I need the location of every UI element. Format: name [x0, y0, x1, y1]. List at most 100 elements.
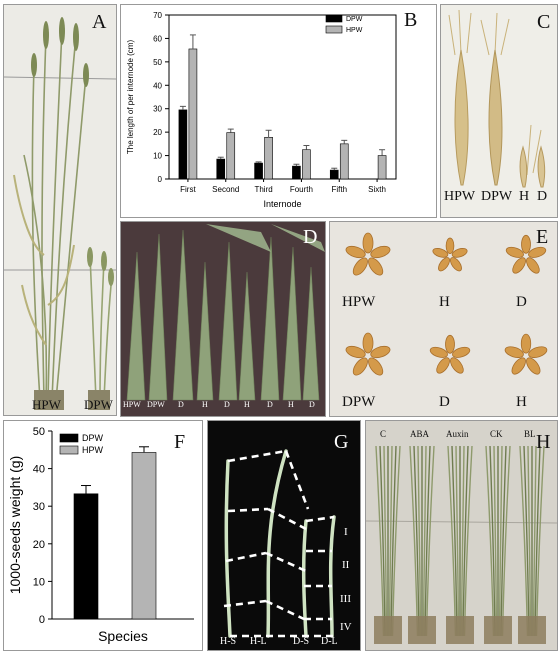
seed-4-0 [445, 334, 455, 354]
seed-3-4 [345, 345, 366, 359]
panel-d-label-4: H [202, 400, 208, 409]
chart-b-legend-label-dpw: DPW [346, 16, 363, 23]
seed-4-2 [450, 357, 464, 374]
chart-f-ytick-label-4: 40 [33, 464, 45, 476]
seed-1-0 [445, 237, 455, 255]
internode-length-chart: 0 10 20 30 40 50 60 70 First Second Third Fourth Fif… [126, 11, 397, 209]
panel-e-seeds-drawing [330, 222, 557, 416]
chart-b-ytick-label-6: 60 [153, 34, 162, 43]
panel-a-photo: A HPW DPW [3, 4, 117, 416]
hormone-plant-roots-0 [374, 616, 402, 644]
chart-b-plot-frame [168, 14, 397, 180]
panel-d-leaves-drawing [121, 222, 325, 416]
chart-b-ytick-label-2: 20 [153, 128, 162, 137]
seed-5-1 [528, 346, 548, 358]
seed-0-0 [362, 232, 374, 254]
panel-h-label-aba: ABA [410, 429, 430, 439]
chart-b-bar-hpw-3 [302, 149, 311, 180]
panel-e-photo: E HPW H D DPW D H [329, 221, 558, 417]
panel-c-spikes-drawing [441, 5, 557, 217]
chart-f-bar-hpw [131, 452, 157, 620]
seed-0-3 [352, 257, 368, 276]
seed-1-2 [449, 257, 462, 272]
panel-c-letter: C [537, 11, 551, 33]
chart-b-category-2: Third [254, 185, 272, 194]
panel-b-letter: B [404, 9, 418, 31]
panel-h-letter: H [536, 431, 551, 453]
chart-b-category-4: Fifth [331, 185, 347, 194]
chart-f-ytick-label-2: 20 [33, 539, 45, 551]
panel-g-row-iv: IV [340, 621, 352, 633]
seed-2-0 [521, 234, 531, 254]
chart-f-legend-label-hpw: HPW [82, 445, 104, 455]
panel-d-label-2: DPW [147, 400, 165, 409]
hormone-plant-roots-1 [408, 616, 436, 644]
chart-b-bar-hpw-5 [377, 155, 387, 180]
hormone-plant-roots-3 [484, 616, 512, 644]
chart-b-legend-label-hpw: HPW [346, 27, 363, 34]
hormone-plant-roots-4 [518, 616, 546, 644]
chart-b-ytick-label-7: 70 [153, 11, 162, 20]
panel-d-label-5: D [224, 400, 230, 409]
panel-e-label-h-bottom: H [516, 394, 527, 410]
chart-b-ylabel: The length of per internode (cm) [126, 40, 135, 155]
chart-b-ytick-label-4: 40 [153, 81, 162, 90]
seed-3-0 [362, 332, 374, 354]
panel-h-photo: H C ABA Auxin CK BL [365, 420, 558, 651]
panel-b-chart: 0 10 20 30 40 50 60 70 First Second Third Fourth Fif… [120, 4, 437, 218]
panel-d-label-8: H [288, 400, 294, 409]
hormone-plant-2 [447, 445, 473, 637]
seed-5-2 [526, 357, 541, 375]
panel-e-label-d-top: D [516, 294, 527, 310]
panel-g-row-iii: III [340, 593, 351, 605]
panel-d-letter: D [303, 226, 318, 248]
panel-g-row-ii: II [342, 559, 350, 571]
seed-3-3 [352, 357, 368, 376]
panel-d-label-1: HPW [123, 400, 141, 409]
seed-1-3 [438, 257, 451, 272]
seed-2-1 [528, 246, 547, 258]
seed-weight-chart: 0 10 20 30 40 50 Species 1000-seeds weight (g) D… [7, 426, 194, 644]
chart-f-bar-dpw [73, 493, 99, 620]
chart-b-ytick-label-5: 50 [153, 58, 162, 67]
panel-a-label-dpw: DPW [84, 397, 113, 412]
chart-b-ytick-label-3: 30 [153, 105, 162, 114]
panel-e-label-h-top: H [439, 294, 450, 310]
seed-5-0 [520, 333, 532, 354]
seed-0-4 [345, 245, 366, 259]
chart-f-ytick-label-5: 50 [33, 426, 45, 438]
panel-a-letter: A [92, 11, 107, 33]
hormone-plant-0 [375, 445, 401, 637]
seed-2-3 [512, 257, 526, 274]
panel-g-row-i: I [344, 526, 348, 538]
panel-c-label-hpw: HPW [444, 189, 476, 204]
chart-b-bar-dpw-1 [216, 158, 226, 180]
hormone-plant-4 [519, 445, 545, 637]
seed-0-1 [370, 245, 391, 259]
chart-f-ylabel: 1000-seeds weight (g) [7, 456, 23, 595]
panel-e-label-dpw: DPW [342, 394, 376, 410]
panel-h-label-bl: BL [524, 429, 536, 439]
chart-b-bar-hpw-1 [226, 132, 236, 180]
panel-h-label-ck: CK [490, 429, 503, 439]
chart-b-bar-dpw-2 [254, 162, 263, 180]
panel-g-label-hs: H-S [220, 636, 237, 647]
panel-d-label-6: H [244, 400, 250, 409]
seed-2-4 [505, 246, 524, 258]
seed-1-1 [451, 248, 468, 258]
chart-f-xlabel: Species [98, 628, 148, 644]
seed-5-4 [504, 346, 524, 358]
chart-f-ytick-label-3: 30 [33, 501, 45, 513]
panel-d-photo: D HPW DPW D H D H D H D [120, 221, 326, 417]
panel-g-photo: G I II III IV H-S H-L D-S D-L [207, 420, 361, 651]
chart-b-ytick-label-1: 10 [153, 152, 162, 161]
panel-e-letter: E [536, 226, 549, 248]
panel-f-letter: F [174, 431, 186, 453]
hormone-plant-3 [485, 445, 511, 637]
seed-0-2 [368, 257, 384, 276]
hormone-plant-1 [409, 445, 435, 637]
panel-e-label-hpw: HPW [342, 294, 376, 310]
seed-1-4 [432, 248, 449, 258]
seed-4-4 [429, 346, 448, 358]
panel-g-letter: G [334, 431, 349, 453]
